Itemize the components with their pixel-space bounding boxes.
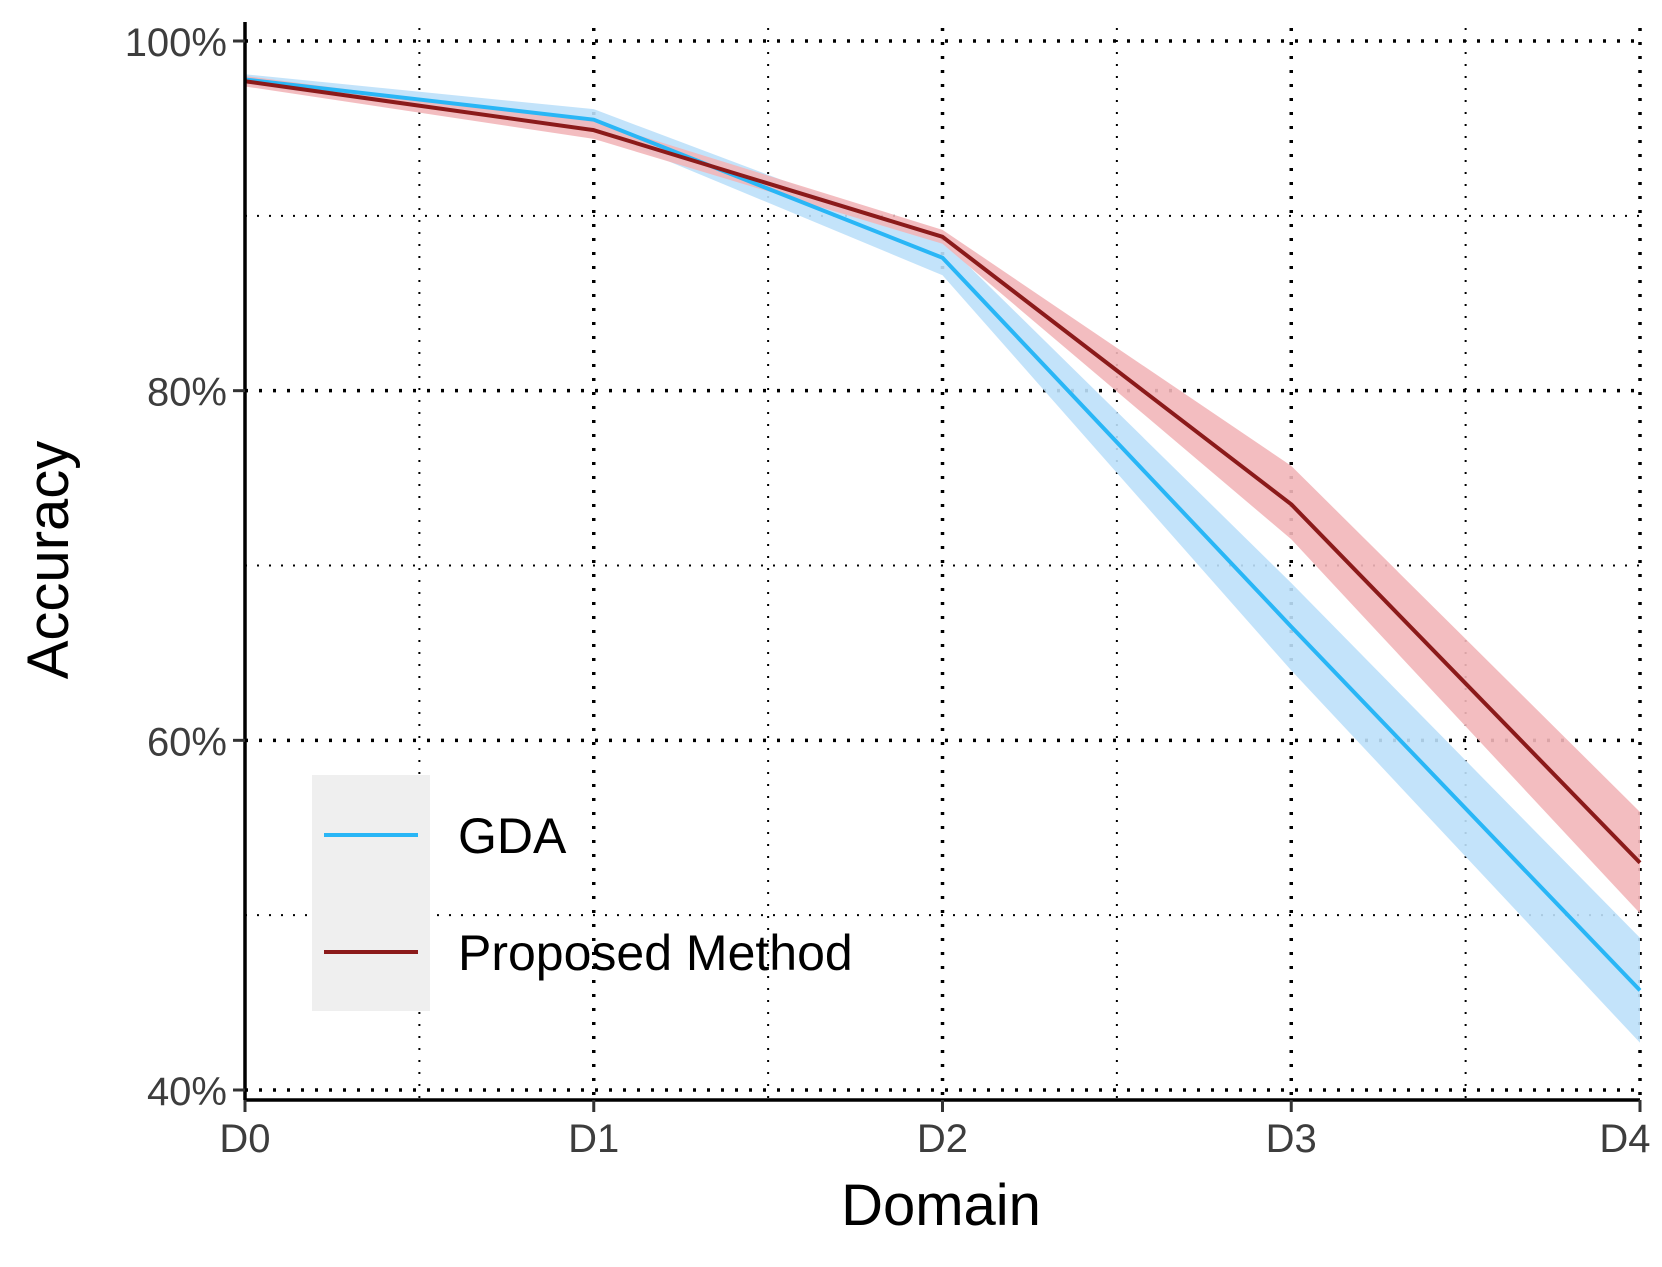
y-axis-title: Accuracy — [16, 441, 81, 680]
confidence-bands — [245, 74, 1640, 1043]
x-axis-title: Domain — [841, 1173, 1041, 1238]
legend-key-background — [312, 775, 430, 1011]
y-tick-label: 100% — [125, 21, 227, 65]
line-gda — [244, 77, 1642, 992]
x-tick-label: D0 — [219, 1117, 270, 1161]
y-tick-label: 80% — [147, 371, 227, 415]
band-gda — [245, 74, 1640, 1043]
legend-label-gda: GDA — [458, 808, 567, 864]
x-tick-label: D2 — [917, 1117, 968, 1161]
x-tick-label: D3 — [1266, 1117, 1317, 1161]
line-proposed-method — [244, 79, 1642, 865]
y-tick-label: 40% — [147, 1070, 227, 1114]
band-proposed-method — [245, 75, 1640, 914]
series-lines — [244, 77, 1642, 992]
legend: GDA Proposed Method — [312, 775, 853, 1011]
x-tick-label: D1 — [568, 1117, 619, 1161]
axes: 40% 60% 80% 100% D0 D1 D2 D3 D4 — [125, 21, 1651, 1161]
grid-layer — [245, 28, 1642, 1100]
legend-label-proposed-method: Proposed Method — [458, 925, 853, 981]
y-tick-label: 60% — [147, 720, 227, 764]
x-tick-label: D4 — [1599, 1117, 1650, 1161]
